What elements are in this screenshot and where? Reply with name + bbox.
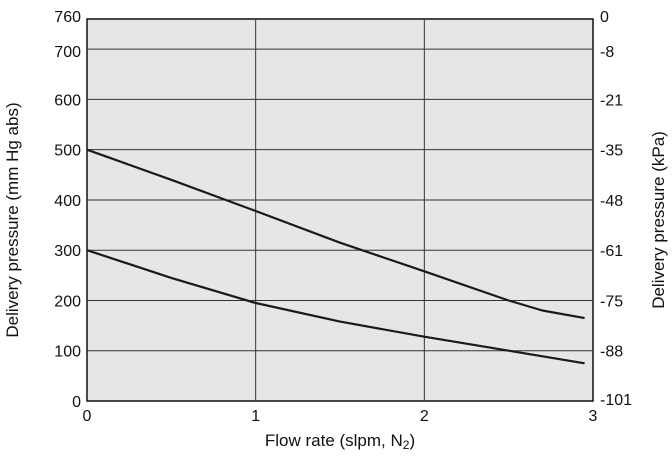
y-right-tick-label: -48	[600, 193, 623, 210]
x-axis-title-main: Flow rate (slpm, N	[265, 431, 403, 450]
x-tick-label: 0	[83, 408, 92, 425]
gridlines	[87, 19, 593, 401]
y-tick-label: 700	[54, 44, 81, 61]
left-axis-ticks: 0 100 200 300 400 500 600 700 760	[54, 9, 81, 411]
x-axis-title: Flow rate (slpm, N2)	[265, 431, 415, 452]
y-tick-label: 0	[72, 394, 81, 411]
y-right-tick-label: -61	[600, 243, 623, 260]
x-axis-title-subscript: 2	[403, 438, 410, 452]
y-right-tick-label: -35	[600, 143, 623, 160]
y-right-tick-label: 0	[600, 9, 609, 26]
y-tick-label: 300	[54, 243, 81, 260]
y-tick-label: 760	[54, 9, 81, 26]
x-axis-ticks: 0 1 2 3	[83, 408, 598, 425]
y-axis-title: Delivery pressure (mm Hg abs)	[3, 102, 22, 337]
y-tick-label: 200	[54, 293, 81, 310]
y-tick-label: 400	[54, 193, 81, 210]
x-axis-title-suffix: )	[409, 431, 415, 450]
y-tick-label: 600	[54, 92, 81, 109]
x-tick-label: 2	[420, 408, 429, 425]
right-axis-ticks: -101 -88 -75 -61 -48 -35 -21 -8 0	[600, 9, 632, 409]
series-line-2	[86, 249, 585, 365]
y-right-tick-label: -75	[600, 293, 623, 310]
y-tick-label: 500	[54, 143, 81, 160]
series-line-1	[86, 148, 585, 320]
y-right-tick-label: -21	[600, 92, 623, 109]
y-axis-right-title: Delivery pressure (kPa)	[649, 131, 668, 309]
x-tick-label: 3	[589, 408, 598, 425]
y-right-tick-label: -8	[600, 44, 614, 61]
y-tick-label: 100	[54, 344, 81, 361]
plot-area	[86, 18, 594, 402]
x-tick-label: 1	[251, 408, 260, 425]
series-group	[86, 148, 585, 365]
y-right-tick-label: -101	[600, 392, 632, 409]
y-right-tick-label: -88	[600, 344, 623, 361]
